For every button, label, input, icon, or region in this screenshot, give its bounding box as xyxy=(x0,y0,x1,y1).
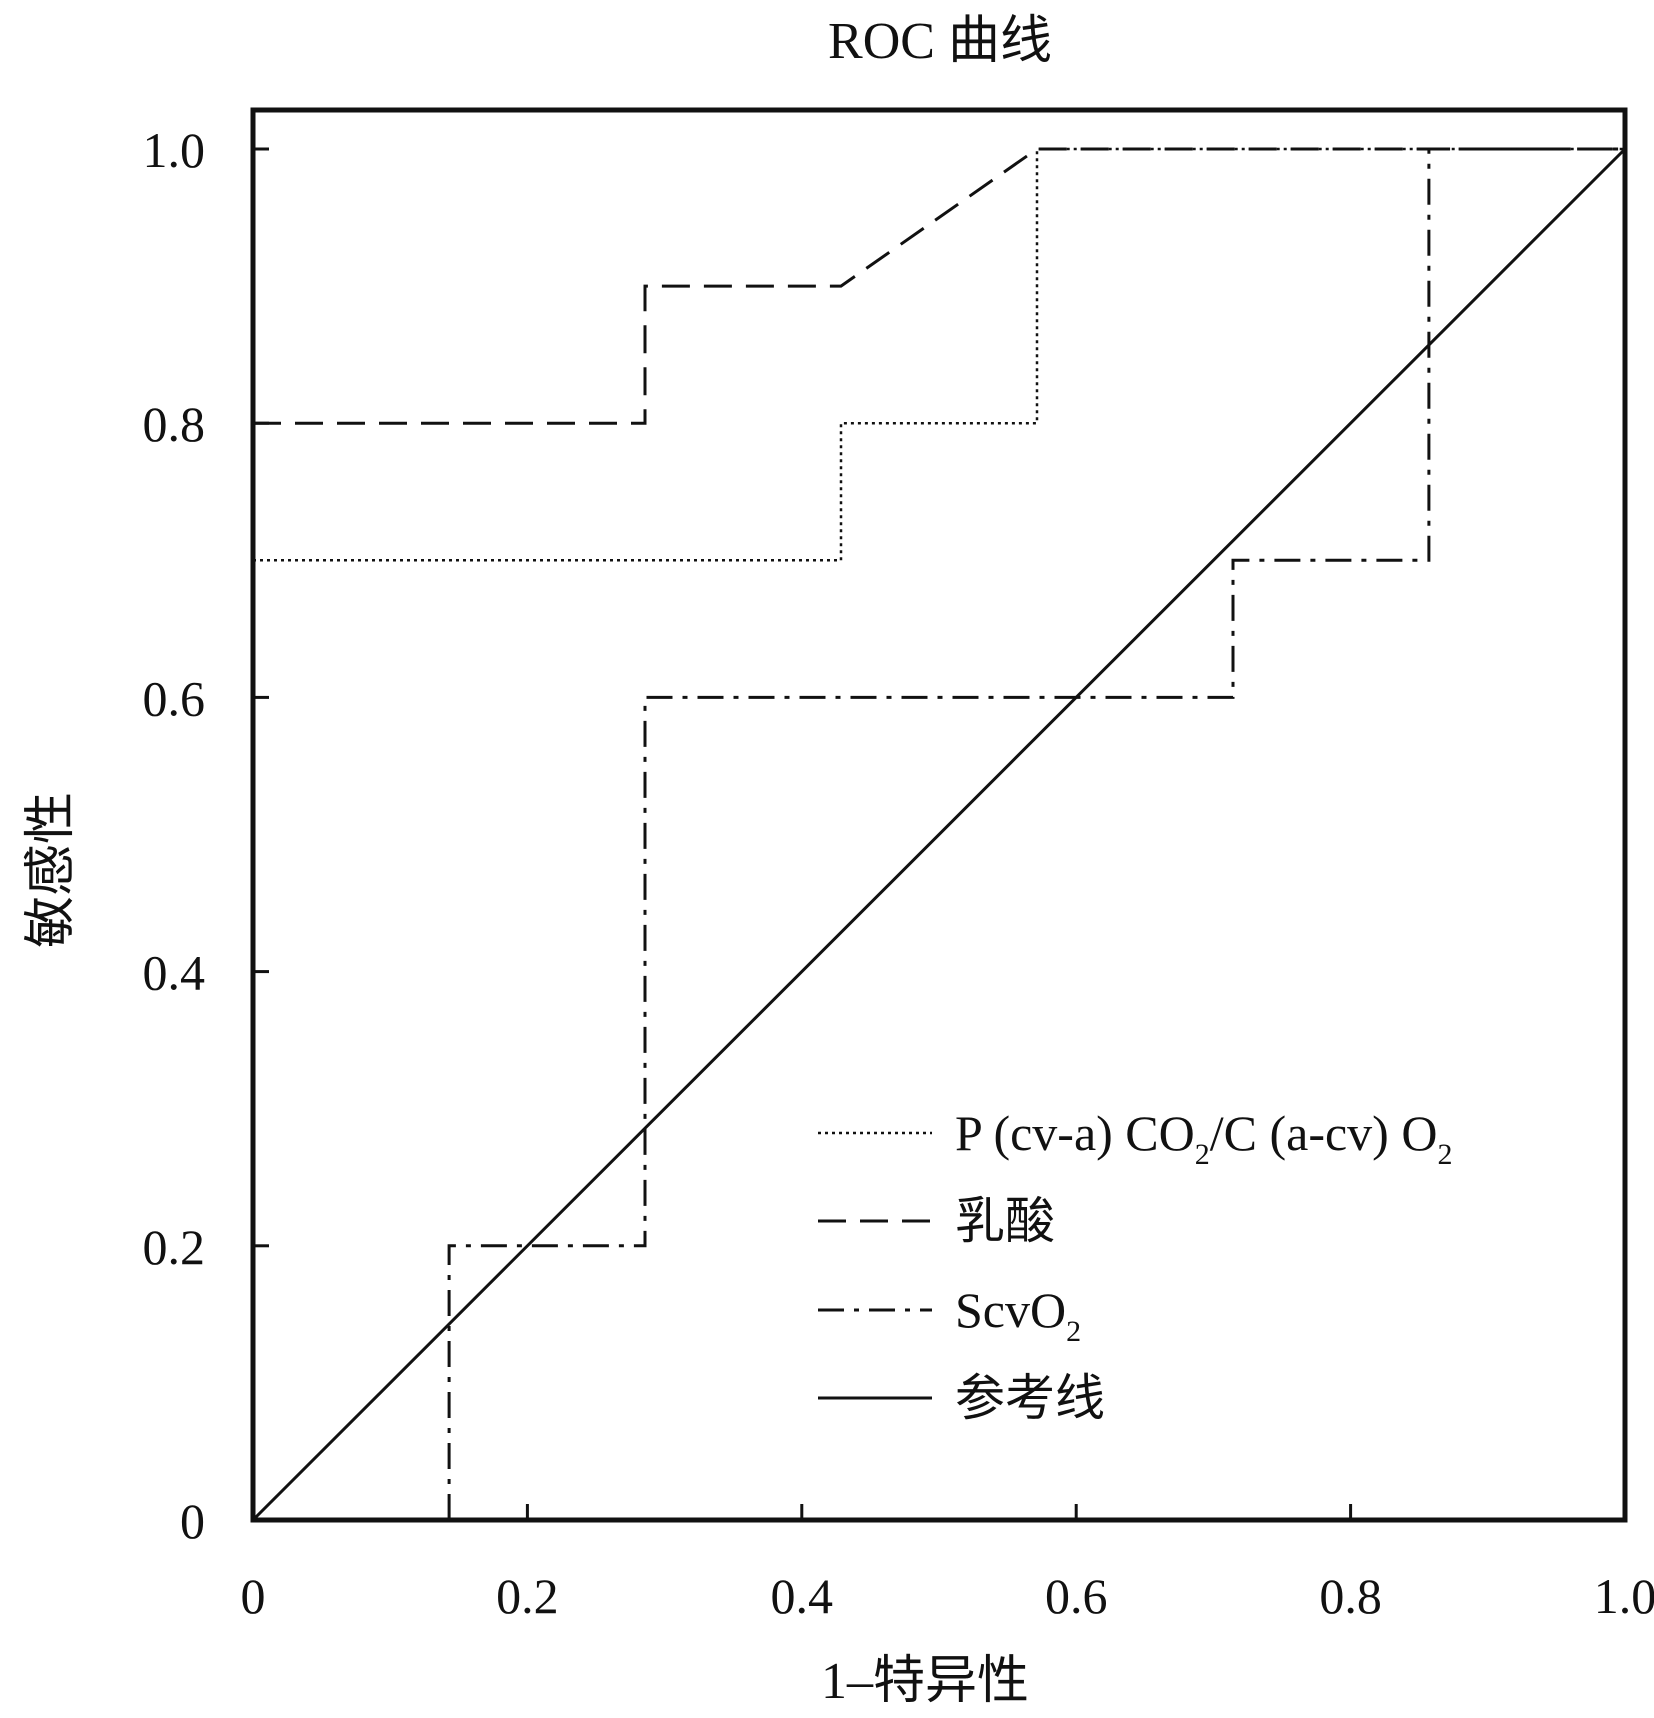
legend-text-part: P (cv-a) CO xyxy=(955,1105,1195,1161)
series-line-2 xyxy=(253,147,1625,425)
x-tick-label: 0.4 xyxy=(771,1568,834,1624)
legend-subscript: 2 xyxy=(1195,1138,1210,1171)
legend-label-4: 参考线 xyxy=(955,1370,1105,1426)
x-tick-label: 0 xyxy=(241,1568,266,1624)
x-axis-title: 1–特异性 xyxy=(821,1653,1029,1710)
y-tick-label: 0.2 xyxy=(143,1219,206,1275)
y-tick-label: 1.0 xyxy=(143,122,206,178)
y-tick-label: 0.6 xyxy=(143,670,206,726)
legend-text-part: 参考线 xyxy=(955,1370,1105,1426)
legend-subscript: 2 xyxy=(1437,1138,1452,1171)
x-tick-label: 0.8 xyxy=(1319,1568,1382,1624)
y-axis-title: 敏感性 xyxy=(23,792,80,948)
y-tick-label: 0.8 xyxy=(143,396,206,452)
x-tick-label: 0.6 xyxy=(1045,1568,1108,1624)
y-tick-label: 0 xyxy=(180,1493,205,1549)
series-line-1 xyxy=(253,147,1625,562)
series-line-3 xyxy=(447,147,1625,1520)
legend-text-part: /C (a-cv) O xyxy=(1210,1105,1438,1161)
legend-text-part: 乳酸 xyxy=(955,1193,1055,1249)
legend-text-part: ScvO xyxy=(955,1282,1066,1338)
plot-frame xyxy=(250,107,1628,1523)
series-layer xyxy=(251,147,1627,1522)
legend-subscript: 2 xyxy=(1066,1315,1081,1348)
legend-label-2: 乳酸 xyxy=(955,1193,1055,1249)
legend-label-1: P (cv-a) CO2/C (a-cv) O2 xyxy=(955,1105,1452,1171)
y-tick-label: 0.4 xyxy=(143,945,206,1001)
series-line-4 xyxy=(251,147,1627,1522)
legend-label-3: ScvO2 xyxy=(955,1282,1081,1348)
chart-title: ROC 曲线 xyxy=(828,13,1052,70)
axis-ticks: 0 0.2 0.4 0.6 0.8 1.0 0 0.2 0.4 0.6 0.8 1.0 xyxy=(143,122,1654,1624)
x-tick-label: 1.0 xyxy=(1594,1568,1654,1624)
x-tick-label: 0.2 xyxy=(496,1568,559,1624)
